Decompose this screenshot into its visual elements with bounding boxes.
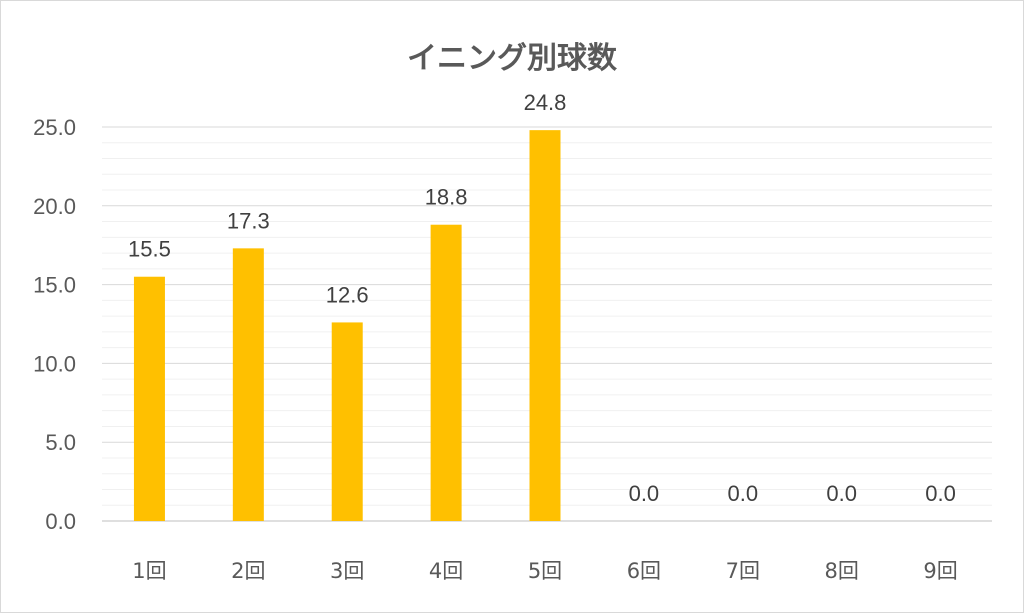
data-label: 24.8 <box>524 90 567 115</box>
x-category-label: 5回 <box>528 559 562 583</box>
x-category-label: 4回 <box>429 559 463 583</box>
x-category-label: 9回 <box>923 559 957 583</box>
y-tick-label: 20.0 <box>33 194 76 219</box>
y-tick-label: 5.0 <box>45 430 76 455</box>
y-tick-label: 15.0 <box>33 273 76 298</box>
data-label: 17.3 <box>227 208 270 233</box>
x-category-label: 2回 <box>231 559 265 583</box>
y-axis-tick-labels: 0.0 5.0 10.0 15.0 20.0 25.0 <box>33 115 76 534</box>
bar <box>133 276 165 521</box>
data-label: 18.8 <box>425 185 468 210</box>
bar <box>331 322 363 521</box>
chart-title: イニング別球数 <box>407 41 618 76</box>
bar <box>529 130 561 522</box>
data-label: 0.0 <box>925 481 956 506</box>
x-category-label: 7回 <box>726 559 760 583</box>
y-tick-label: 0.0 <box>45 509 76 534</box>
y-tick-label: 25.0 <box>33 115 76 140</box>
bar <box>430 224 462 521</box>
bar-series <box>133 130 561 522</box>
data-label: 0.0 <box>727 481 758 506</box>
x-category-label: 3回 <box>330 559 364 583</box>
data-label: 0.0 <box>629 481 660 506</box>
x-axis-category-labels: 1回 2回 3回 4回 5回 6回 7回 8回 9回 <box>132 559 957 583</box>
y-tick-label: 10.0 <box>33 351 76 376</box>
data-label: 0.0 <box>826 481 857 506</box>
data-labels: 15.5 17.3 12.6 18.8 24.8 0.0 0.0 0.0 0.0 <box>128 90 956 506</box>
data-label: 15.5 <box>128 237 171 262</box>
data-label: 12.6 <box>326 282 369 307</box>
x-category-label: 1回 <box>132 559 166 583</box>
bar <box>232 248 264 522</box>
x-category-label: 6回 <box>627 559 661 583</box>
x-category-label: 8回 <box>824 559 858 583</box>
